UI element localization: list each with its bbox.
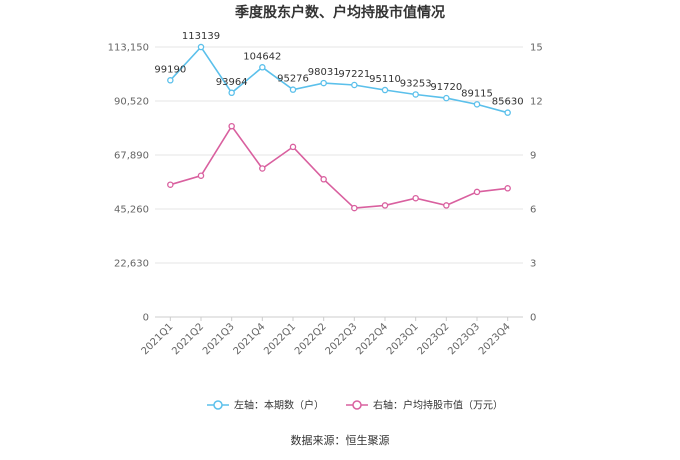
data-point <box>412 194 419 202</box>
right-axis-tick: 3 <box>530 259 536 270</box>
data-point <box>381 202 389 209</box>
x-axis-tick-label: 2023Q4 <box>477 321 513 357</box>
data-label: 89115 <box>461 88 493 99</box>
left-axis-tick: 113,150 <box>108 43 149 54</box>
data-point <box>289 86 297 93</box>
x-axis-tick-label: 2022Q4 <box>354 321 390 357</box>
legend: 左轴：本期数（户） 右轴：户均持股市值（万元） <box>207 399 503 412</box>
data-source: 数据来源：恒生聚源 <box>291 433 390 447</box>
data-point <box>443 94 450 102</box>
data-point <box>259 165 266 172</box>
data-point <box>197 43 205 51</box>
left-axis-tick: 45,260 <box>114 205 149 216</box>
x-axis-tick-label: 2023Q2 <box>416 321 452 357</box>
right-axis-tick: 6 <box>530 205 536 216</box>
data-point <box>228 122 235 130</box>
x-axis-tick-label: 2022Q1 <box>262 321 298 357</box>
data-point <box>167 181 174 188</box>
legend-label: 右轴：户均持股市值（万元） <box>373 399 503 412</box>
data-point <box>381 86 389 94</box>
legend-label: 左轴：本期数（户） <box>234 399 324 412</box>
data-point <box>412 91 419 98</box>
legend-marker <box>213 400 223 410</box>
data-point <box>320 176 327 183</box>
data-point <box>443 202 450 209</box>
x-axis-tick-label: 2023Q1 <box>385 321 421 357</box>
x-axis-tick-label: 2021Q3 <box>201 321 237 357</box>
data-label: 95276 <box>277 74 309 85</box>
right-axis-tick: 15 <box>530 43 543 54</box>
data-label: 95110 <box>369 74 401 85</box>
left-axis-tick: 90,520 <box>114 97 149 108</box>
chart-title: 季度股东户数、户均持股市值情况 <box>234 4 445 21</box>
data-point <box>259 64 266 71</box>
series-layer <box>167 43 511 212</box>
data-point <box>473 101 481 108</box>
x-axis-tick-label: 2022Q3 <box>324 321 360 357</box>
right-axis-tick: 12 <box>530 97 543 108</box>
x-axis-tick-label: 2022Q2 <box>293 321 329 357</box>
data-point <box>320 79 327 87</box>
data-point <box>351 81 358 89</box>
data-point <box>504 185 511 192</box>
left-axis-tick: 0 <box>143 313 149 324</box>
data-label: 85630 <box>492 97 524 108</box>
x-axis-tick-label: 2023Q3 <box>446 321 482 357</box>
data-label: 113139 <box>182 31 220 42</box>
data-labels: 99190 113139 93964 104642 952769803197221951… <box>154 31 523 108</box>
data-point <box>167 77 174 84</box>
data-label: 98031 <box>308 67 340 78</box>
data-label: 99190 <box>154 64 186 75</box>
data-label: 93964 <box>216 77 248 88</box>
legend-marker <box>352 400 362 410</box>
series-line-avg-holding-value <box>170 124 508 209</box>
data-point <box>228 89 235 97</box>
data-point <box>473 188 481 196</box>
right-axis-tick: 0 <box>530 313 536 324</box>
series-line-shareholders <box>169 45 508 114</box>
data-label: 97221 <box>338 69 370 80</box>
x-axis-tick-label: 2021Q2 <box>170 321 206 357</box>
data-label: 93253 <box>400 78 432 89</box>
data-point <box>351 204 358 212</box>
data-point <box>289 143 297 151</box>
right-axis-tick: 9 <box>530 151 536 162</box>
left-axis-tick: 67,890 <box>114 151 149 162</box>
data-point <box>197 172 205 179</box>
data-point <box>504 109 511 116</box>
left-axis-tick: 22,630 <box>114 259 149 270</box>
data-label: 104642 <box>243 51 281 62</box>
data-label: 91720 <box>430 82 462 93</box>
x-axis-tick-label: 2021Q4 <box>232 321 268 357</box>
x-axis-tick-label: 2021Q1 <box>140 321 176 357</box>
